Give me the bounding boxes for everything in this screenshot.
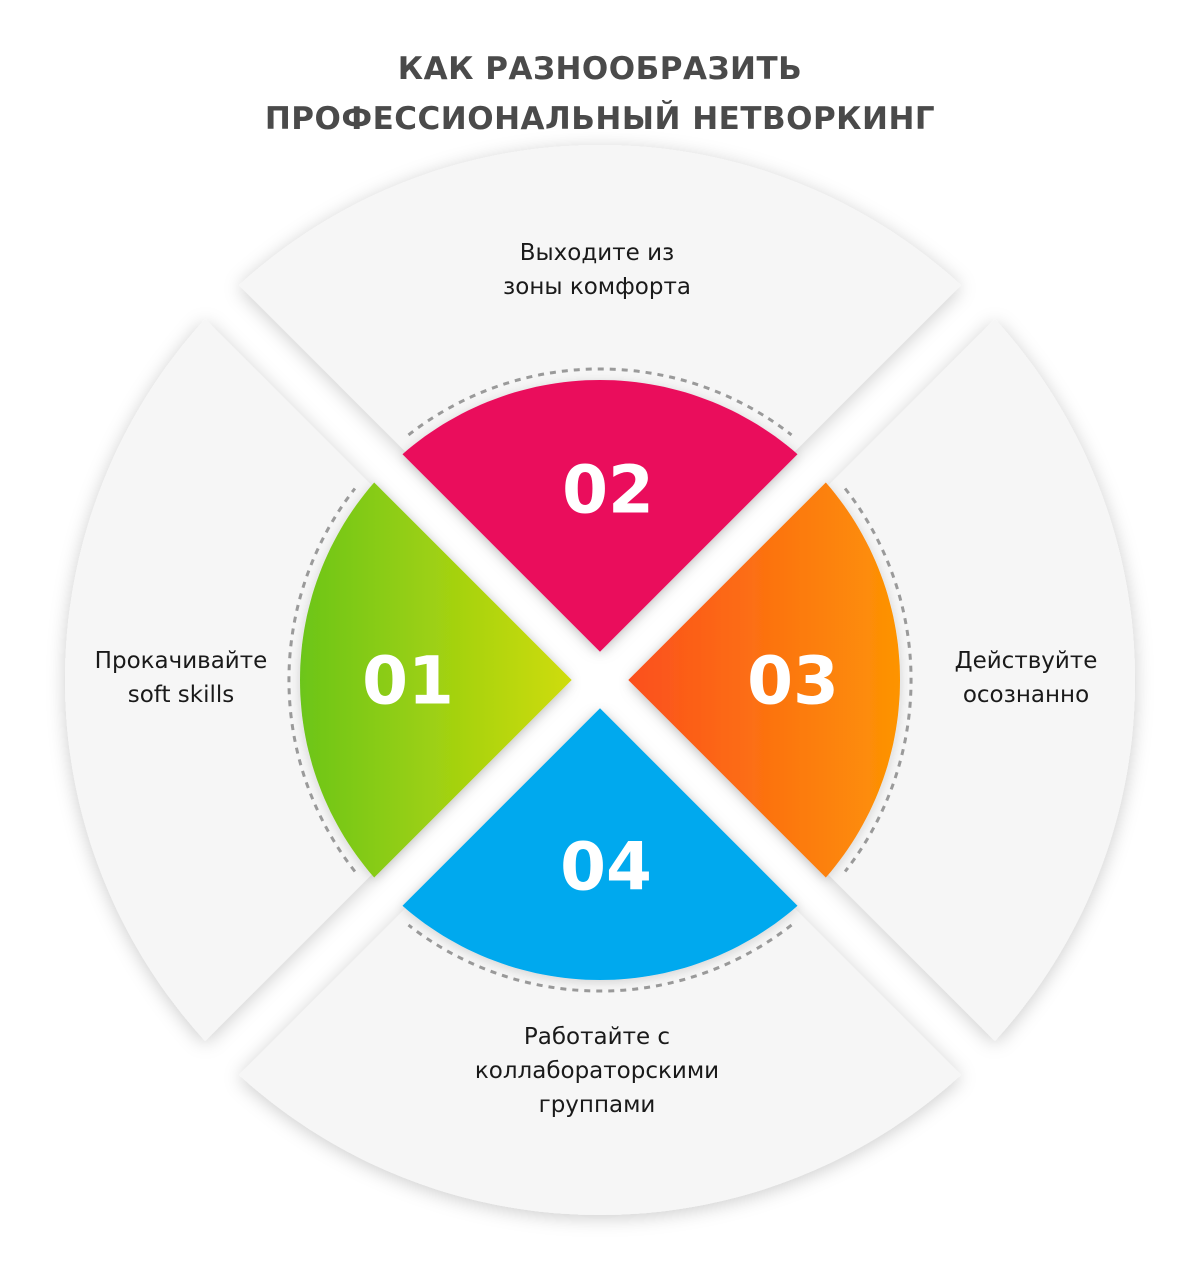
title-line-1: КАК РАЗНООБРАЗИТЬ	[397, 51, 803, 87]
step-caption-03-line: Действуйте	[955, 648, 1098, 674]
inner-segment-02	[402, 380, 798, 652]
step-caption-02-line: Выходите из	[520, 240, 675, 266]
dashed-arc-02	[407, 367, 793, 437]
step-number-01: 01	[362, 643, 454, 720]
title-line-2: ПРОФЕССИОНАЛЬНЫЙ НЕТВОРКИНГ	[264, 101, 936, 137]
outer-segments	[65, 145, 1135, 1215]
step-number-02: 02	[562, 452, 654, 529]
dashed-rings	[287, 367, 913, 993]
step-caption-04-line: коллабораторскими	[475, 1058, 719, 1084]
step-caption-02: Выходите из зоны комфорта	[503, 240, 691, 300]
dashed-arc-01	[287, 487, 357, 873]
step-caption-01-line: Прокачивайте	[95, 648, 268, 674]
step-caption-03-line: осознанно	[963, 682, 1089, 708]
step-captions: Прокачивайте soft skills Выходите из зоны к…	[95, 240, 1098, 1118]
inner-segment-03	[628, 482, 900, 878]
step-caption-04: Работайте с коллабораторскими группами	[475, 1024, 719, 1118]
step-caption-04-line: группами	[539, 1092, 656, 1118]
step-caption-04-line: Работайте с	[524, 1024, 670, 1050]
step-caption-02-line: зоны комфорта	[503, 274, 691, 300]
dashed-arc-04	[407, 923, 793, 993]
step-number-04: 04	[560, 829, 652, 906]
inner-segment-01	[300, 482, 572, 878]
step-number-03: 03	[747, 643, 839, 720]
inner-segment-04	[402, 708, 798, 980]
dashed-arc-03	[843, 487, 913, 873]
step-caption-03: Действуйте осознанно	[955, 648, 1098, 708]
step-caption-01-line: soft skills	[128, 682, 235, 708]
step-caption-01: Прокачивайте soft skills	[95, 648, 268, 708]
inner-segments	[300, 380, 900, 980]
step-numbers: 01 02 03 04	[362, 452, 839, 906]
page-title: КАК РАЗНООБРАЗИТЬ ПРОФЕССИОНАЛЬНЫЙ НЕТВО…	[0, 44, 1200, 144]
